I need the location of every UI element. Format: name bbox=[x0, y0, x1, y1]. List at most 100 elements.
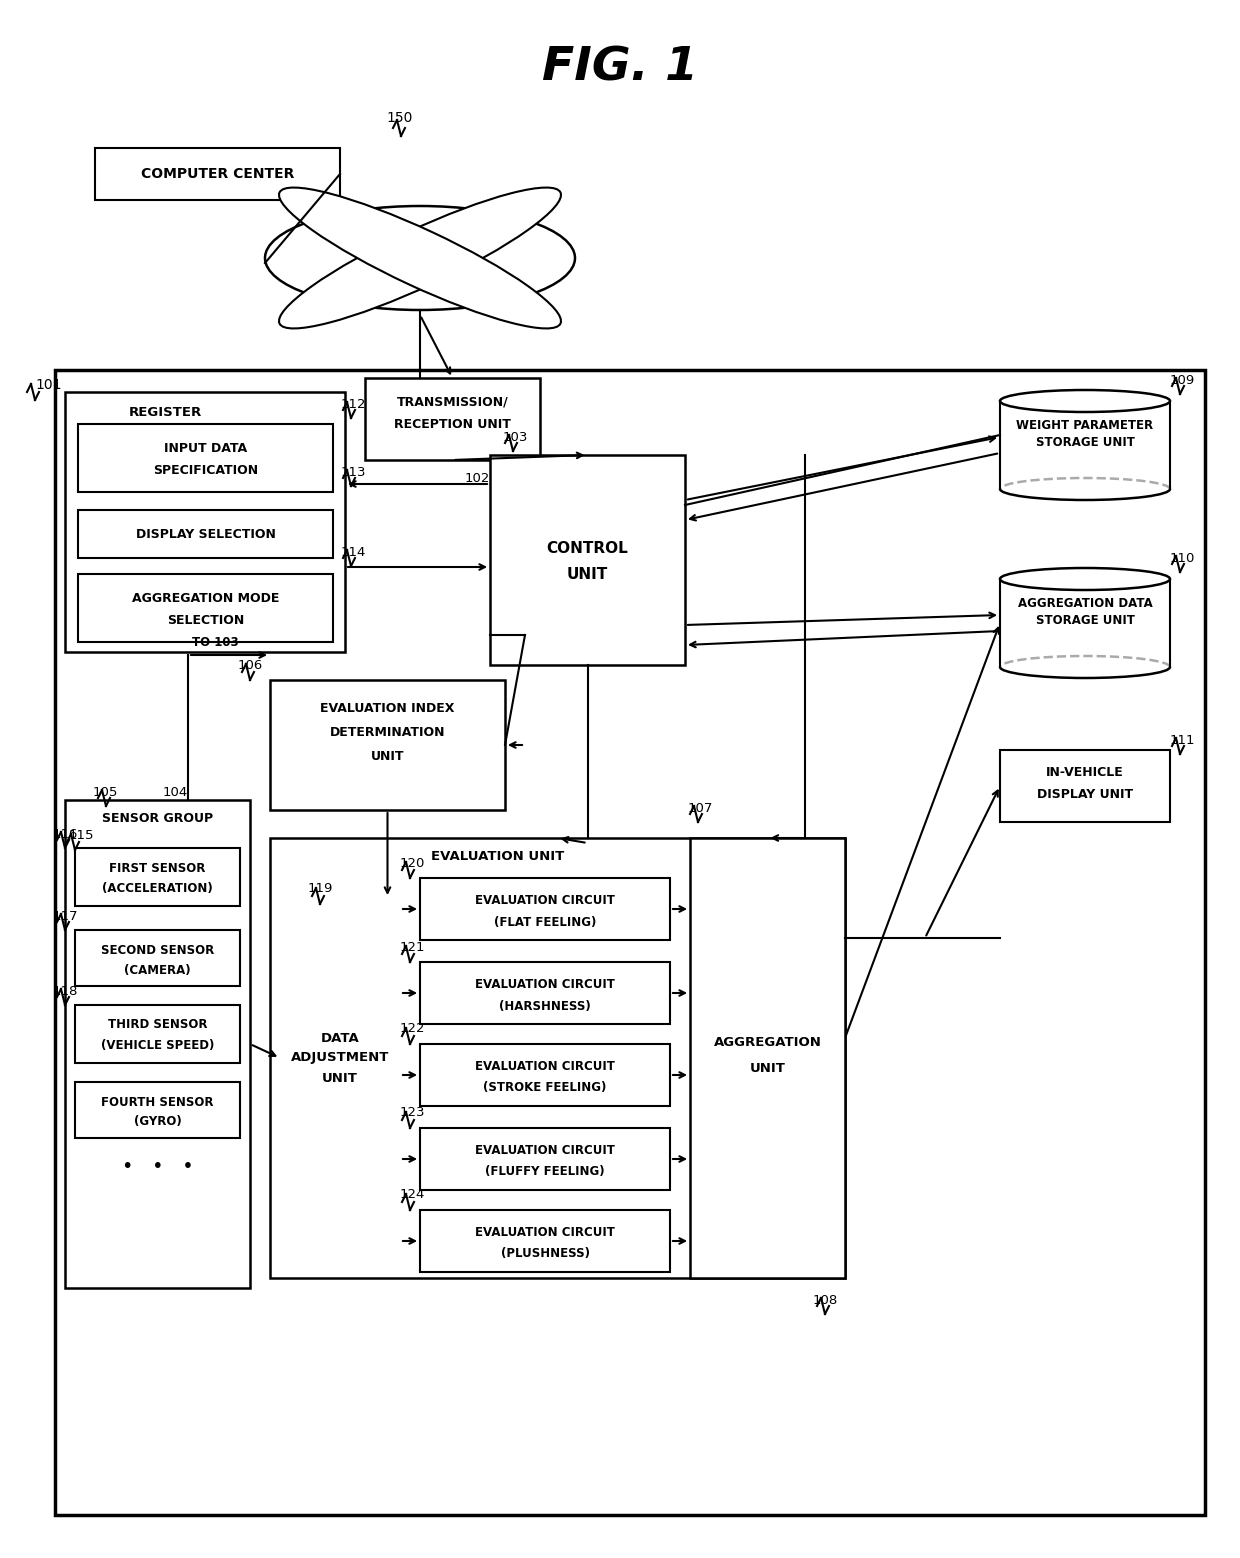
Text: DETERMINATION: DETERMINATION bbox=[330, 726, 445, 738]
Text: SENSOR GROUP: SENSOR GROUP bbox=[102, 812, 213, 824]
Bar bbox=[78, 573, 334, 642]
Text: 113: 113 bbox=[340, 466, 366, 478]
Text: DATA: DATA bbox=[321, 1031, 360, 1044]
Text: 101: 101 bbox=[35, 379, 62, 393]
Text: (ACCELERATION): (ACCELERATION) bbox=[102, 882, 213, 894]
Text: 110: 110 bbox=[1169, 552, 1194, 564]
Text: TO 103: TO 103 bbox=[192, 636, 238, 648]
Text: 116: 116 bbox=[52, 827, 78, 840]
Text: EVALUATION CIRCUIT: EVALUATION CIRCUIT bbox=[475, 1059, 615, 1072]
Text: UNIT: UNIT bbox=[749, 1061, 785, 1075]
Text: UNIT: UNIT bbox=[567, 567, 608, 581]
Text: ADJUSTMENT: ADJUSTMENT bbox=[291, 1052, 389, 1064]
Text: 115: 115 bbox=[69, 829, 94, 841]
Text: 104: 104 bbox=[162, 785, 187, 799]
Text: UNIT: UNIT bbox=[322, 1072, 358, 1084]
Text: (FLUFFY FEELING): (FLUFFY FEELING) bbox=[485, 1165, 605, 1178]
Bar bbox=[64, 393, 345, 651]
Bar bbox=[95, 148, 340, 199]
Text: (STROKE FEELING): (STROKE FEELING) bbox=[484, 1081, 606, 1095]
Text: DISPLAY UNIT: DISPLAY UNIT bbox=[1037, 787, 1133, 801]
Bar bbox=[74, 848, 241, 907]
Bar bbox=[420, 1211, 670, 1271]
Text: SPECIFICATION: SPECIFICATION bbox=[153, 463, 258, 477]
Text: COMPUTER CENTER: COMPUTER CENTER bbox=[141, 167, 294, 181]
Text: 119: 119 bbox=[308, 882, 332, 894]
Text: 106: 106 bbox=[237, 659, 263, 671]
Bar bbox=[420, 879, 670, 939]
Text: IN-VEHICLE: IN-VEHICLE bbox=[1047, 765, 1123, 779]
Ellipse shape bbox=[999, 390, 1171, 411]
Text: 150: 150 bbox=[387, 111, 413, 125]
Bar bbox=[270, 679, 505, 810]
Text: (CAMERA): (CAMERA) bbox=[124, 963, 191, 977]
Text: THIRD SENSOR: THIRD SENSOR bbox=[108, 1019, 207, 1031]
Text: 108: 108 bbox=[812, 1293, 838, 1307]
Text: AGGREGATION: AGGREGATION bbox=[713, 1036, 821, 1050]
Text: 102: 102 bbox=[465, 472, 490, 485]
Bar bbox=[74, 1005, 241, 1063]
Text: 109: 109 bbox=[1169, 374, 1194, 386]
Text: DISPLAY SELECTION: DISPLAY SELECTION bbox=[135, 528, 275, 541]
Ellipse shape bbox=[279, 187, 560, 329]
Text: 112: 112 bbox=[340, 397, 366, 410]
Bar bbox=[78, 509, 334, 558]
Text: •   •   •: • • • bbox=[122, 1156, 193, 1175]
Text: 103: 103 bbox=[502, 430, 528, 444]
Text: CONTROL: CONTROL bbox=[547, 541, 629, 556]
Ellipse shape bbox=[265, 206, 575, 310]
Text: EVALUATION CIRCUIT: EVALUATION CIRCUIT bbox=[475, 1144, 615, 1156]
Text: 118: 118 bbox=[52, 985, 78, 997]
Bar bbox=[365, 379, 539, 460]
Text: (HARSHNESS): (HARSHNESS) bbox=[500, 1000, 591, 1013]
Bar bbox=[78, 424, 334, 492]
Ellipse shape bbox=[999, 569, 1171, 590]
Text: EVALUATION CIRCUIT: EVALUATION CIRCUIT bbox=[475, 1226, 615, 1239]
Text: (VEHICLE SPEED): (VEHICLE SPEED) bbox=[100, 1039, 215, 1052]
Text: 123: 123 bbox=[399, 1106, 425, 1120]
Text: 114: 114 bbox=[340, 545, 366, 558]
Bar bbox=[999, 749, 1171, 823]
Text: STORAGE UNIT: STORAGE UNIT bbox=[1035, 614, 1135, 626]
Bar bbox=[74, 1081, 241, 1137]
Text: 122: 122 bbox=[399, 1022, 425, 1036]
Bar bbox=[64, 799, 250, 1288]
Text: EVALUATION CIRCUIT: EVALUATION CIRCUIT bbox=[475, 893, 615, 907]
Bar bbox=[490, 455, 684, 665]
Text: (FLAT FEELING): (FLAT FEELING) bbox=[494, 916, 596, 929]
Text: 117: 117 bbox=[52, 910, 78, 922]
Text: FIG. 1: FIG. 1 bbox=[542, 45, 698, 90]
Ellipse shape bbox=[279, 187, 560, 329]
Text: 121: 121 bbox=[399, 941, 425, 953]
Text: 124: 124 bbox=[399, 1189, 424, 1201]
Bar bbox=[280, 858, 401, 1257]
Text: AGGREGATION DATA: AGGREGATION DATA bbox=[1018, 597, 1152, 609]
Text: (GYRO): (GYRO) bbox=[134, 1116, 181, 1128]
Text: SELECTION: SELECTION bbox=[167, 614, 244, 626]
Text: 111: 111 bbox=[1169, 734, 1195, 746]
Text: RECEPTION UNIT: RECEPTION UNIT bbox=[394, 418, 511, 430]
Text: WEIGHT PARAMETER: WEIGHT PARAMETER bbox=[1017, 419, 1153, 432]
Text: SECOND SENSOR: SECOND SENSOR bbox=[100, 944, 215, 957]
Text: 120: 120 bbox=[399, 857, 424, 869]
Text: STORAGE UNIT: STORAGE UNIT bbox=[1035, 436, 1135, 449]
Text: EVALUATION INDEX: EVALUATION INDEX bbox=[320, 701, 455, 715]
Text: UNIT: UNIT bbox=[371, 749, 404, 762]
Bar bbox=[55, 369, 1205, 1514]
Text: (PLUSHNESS): (PLUSHNESS) bbox=[501, 1248, 589, 1260]
Bar bbox=[420, 1044, 670, 1106]
Bar bbox=[420, 1128, 670, 1190]
Text: AGGREGATION MODE: AGGREGATION MODE bbox=[131, 592, 279, 605]
Text: EVALUATION CIRCUIT: EVALUATION CIRCUIT bbox=[475, 977, 615, 991]
Text: FOURTH SENSOR: FOURTH SENSOR bbox=[102, 1095, 213, 1108]
Text: 105: 105 bbox=[92, 785, 118, 799]
Bar bbox=[420, 961, 670, 1024]
Bar bbox=[689, 838, 844, 1278]
Text: 107: 107 bbox=[687, 801, 713, 815]
Bar bbox=[270, 838, 844, 1278]
Bar bbox=[74, 930, 241, 986]
Text: INPUT DATA: INPUT DATA bbox=[164, 441, 247, 455]
Text: EVALUATION UNIT: EVALUATION UNIT bbox=[430, 849, 564, 863]
Text: TRANSMISSION/: TRANSMISSION/ bbox=[397, 396, 508, 408]
Text: REGISTER: REGISTER bbox=[129, 405, 202, 419]
